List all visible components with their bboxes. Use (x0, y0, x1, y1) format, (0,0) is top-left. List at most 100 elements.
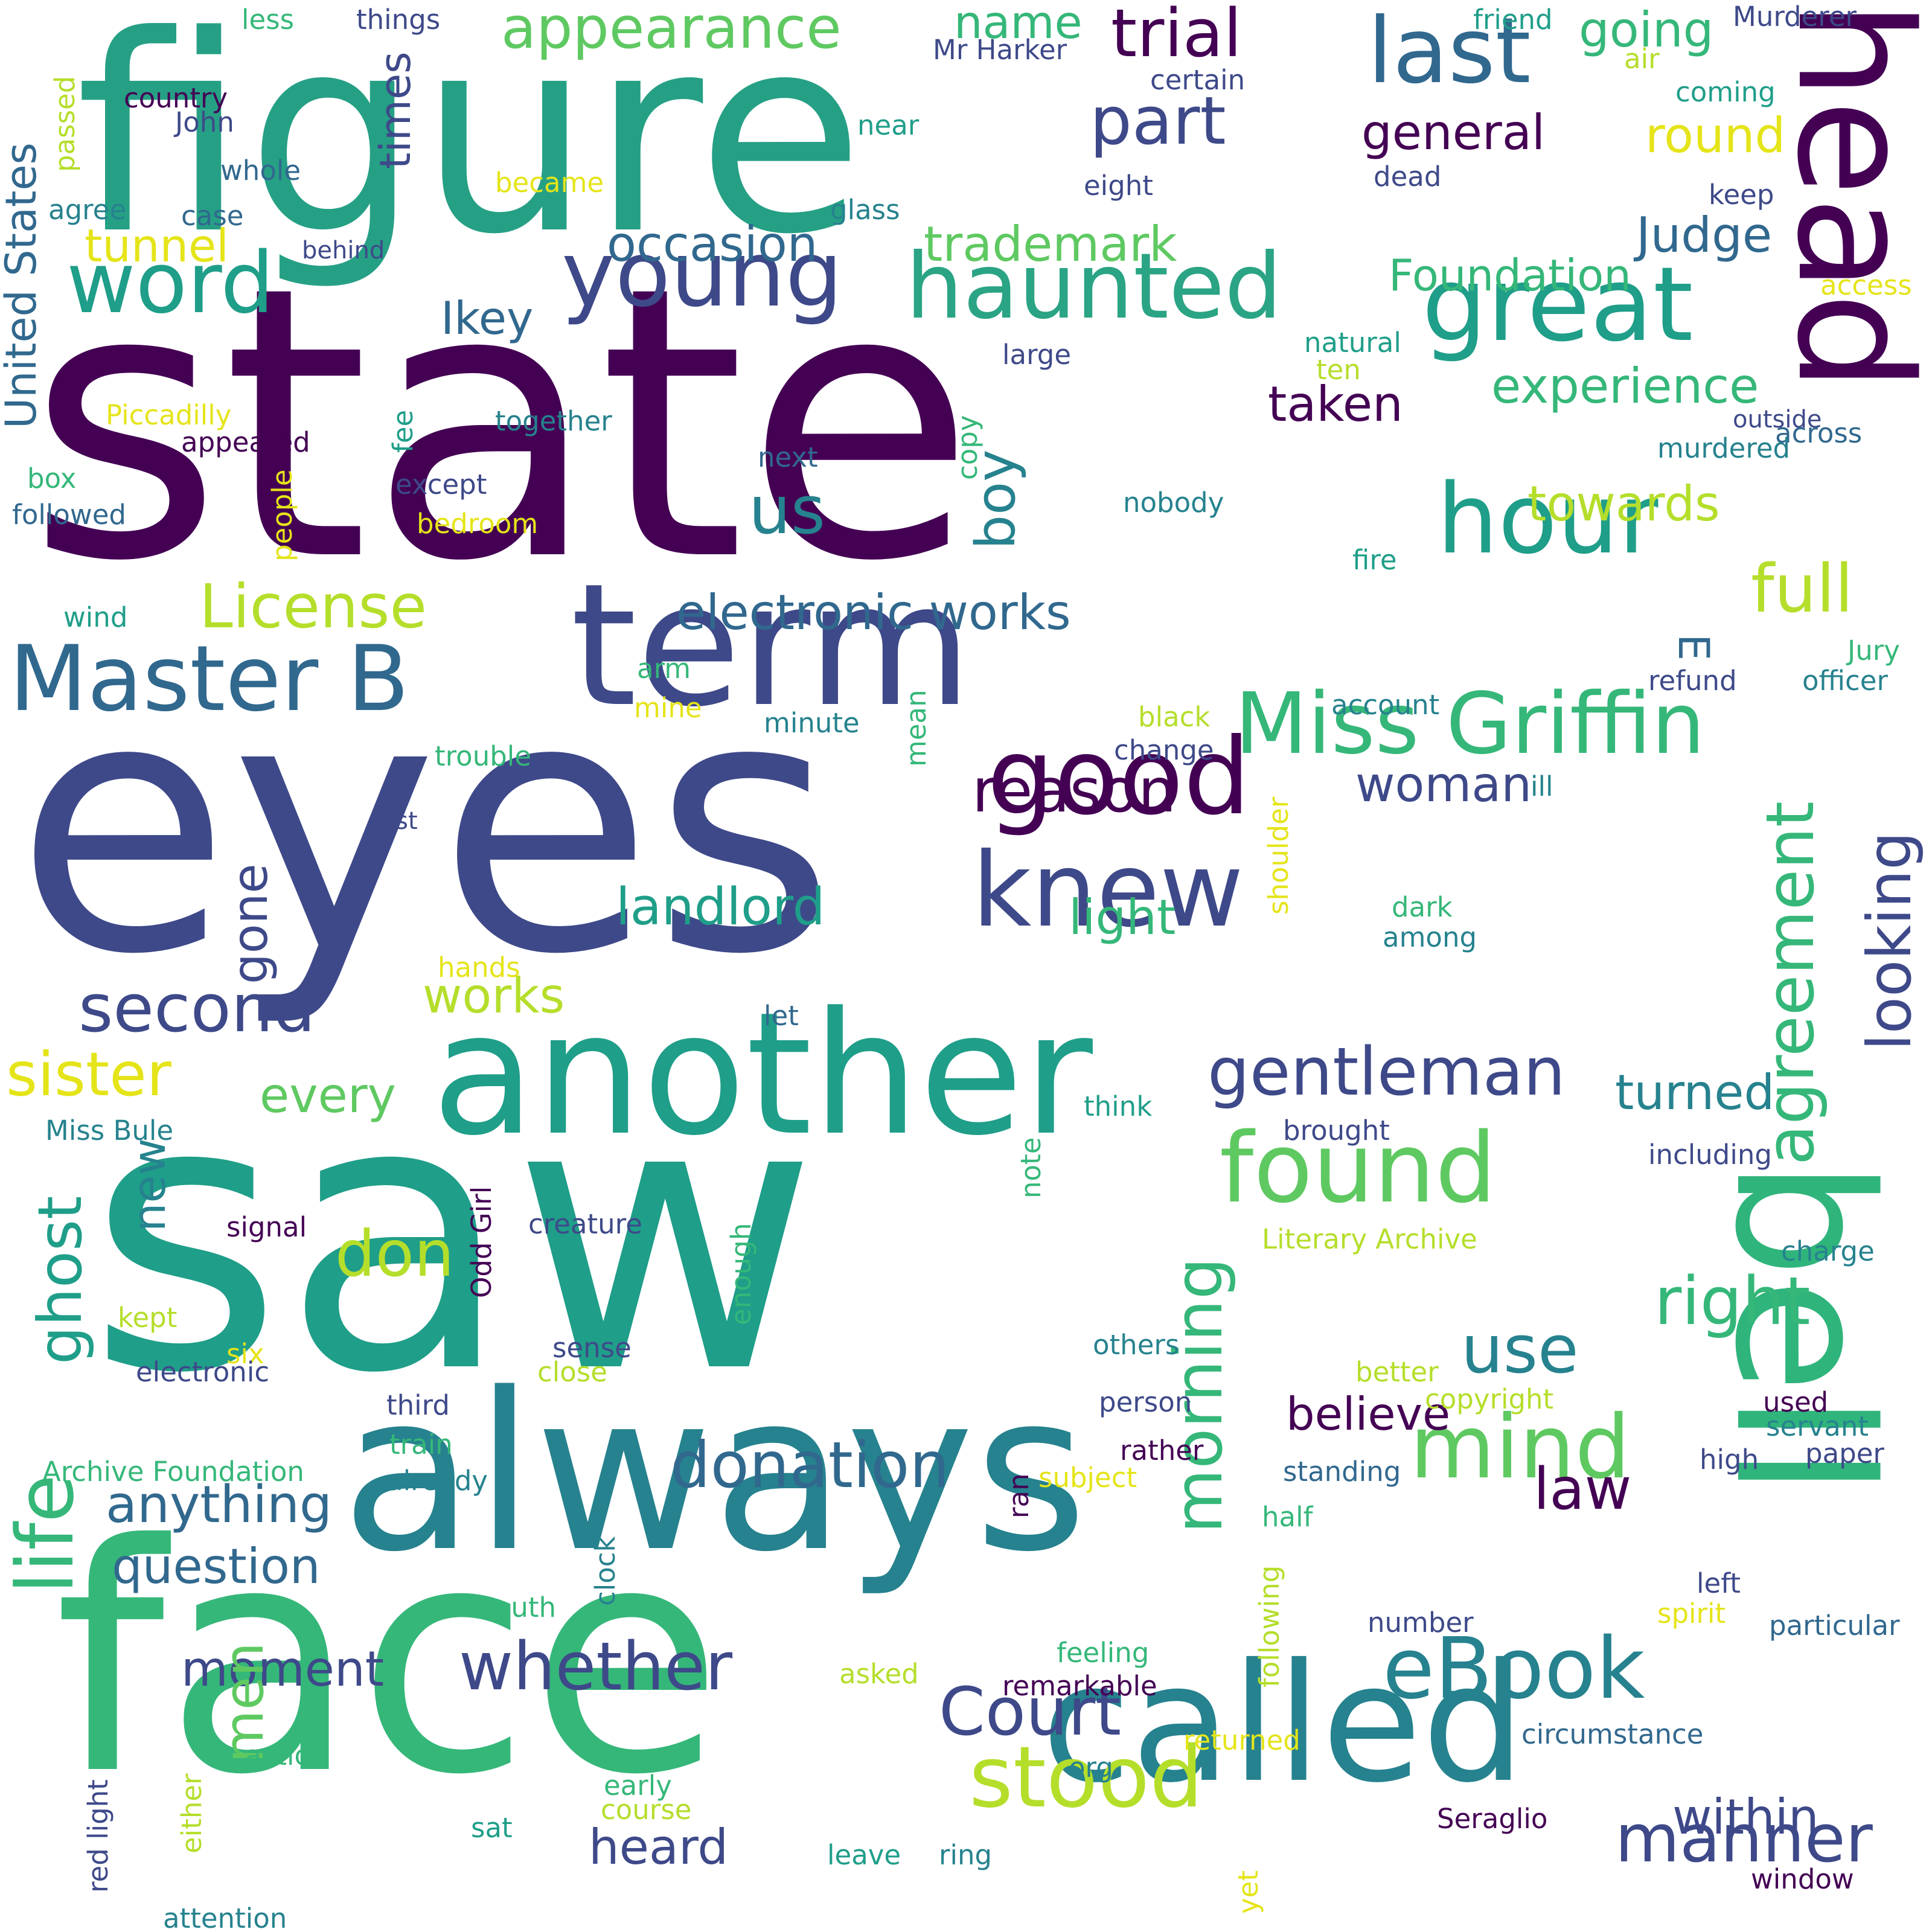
word-45: believe (1286, 1387, 1451, 1441)
word-140: black (1138, 701, 1211, 733)
word-53: works (423, 968, 565, 1024)
word-12: good (987, 716, 1251, 839)
word-52: light (1069, 889, 1176, 945)
word-168: person (1099, 1386, 1192, 1418)
word-164: better (1355, 1356, 1439, 1388)
word-25: donation (670, 1428, 950, 1502)
word-3: figure (75, 0, 865, 294)
word-61: round (1645, 107, 1786, 164)
word-92: following (1253, 1565, 1285, 1687)
word-13: hour (1437, 462, 1659, 575)
word-113: glass (830, 194, 900, 226)
word-160: others (1093, 1329, 1180, 1361)
word-51: turned (1615, 1064, 1775, 1121)
word-175: subject (1038, 1462, 1137, 1494)
word-153: including (1648, 1139, 1772, 1171)
word-39: law (1534, 1456, 1632, 1523)
word-87: note (1015, 1137, 1047, 1198)
word-100: Mr Harker (933, 34, 1067, 66)
word-27: gentleman (1208, 1033, 1566, 1110)
word-103: John (175, 106, 234, 138)
word-84: copy (952, 415, 984, 480)
word-149: let (764, 1000, 799, 1032)
word-198: attention (163, 1902, 287, 1932)
word-185: asked (839, 1658, 919, 1690)
word-167: third (386, 1389, 450, 1421)
word-155: creature (528, 1208, 642, 1240)
word-122: outside (1733, 406, 1822, 433)
word-71: looking (1854, 831, 1925, 1051)
word-136: refund (1648, 665, 1737, 697)
word-114: keep (1709, 179, 1774, 211)
word-174: Archive Foundation (42, 1456, 304, 1488)
word-99: Murderer (1733, 1, 1857, 33)
word-1: saw (88, 1020, 819, 1455)
word-112: case (181, 200, 244, 232)
word-94: red light (82, 1779, 114, 1893)
word-173: high (1700, 1444, 1759, 1476)
word-35: landlord (616, 877, 825, 937)
word-70: agreement (1751, 801, 1829, 1165)
word-106: near (857, 109, 920, 141)
word-125: murdered (1657, 432, 1791, 464)
word-16: young (561, 222, 843, 327)
word-66: name (954, 0, 1083, 49)
word-95: either (176, 1773, 208, 1854)
word-131: bedroom (417, 508, 539, 540)
word-86: shoulder (1262, 796, 1294, 915)
word-163: close (537, 1356, 607, 1388)
word-15: haunted (906, 234, 1282, 339)
word-179: left (1697, 1567, 1741, 1599)
word-109: became (495, 167, 604, 199)
word-154: signal (226, 1211, 307, 1243)
word-90: clock (589, 1536, 621, 1606)
word-116: access (1820, 269, 1912, 301)
word-46: anything (106, 1475, 332, 1535)
word-184: feeling (1057, 1637, 1150, 1669)
word-144: ill (1531, 770, 1553, 802)
word-74: ghost (25, 1195, 95, 1364)
word-89: enough (725, 1223, 757, 1325)
word-64: experience (1491, 358, 1759, 414)
word-123: across (1775, 417, 1863, 449)
word-34: License (199, 571, 427, 642)
word-58: trademark (924, 216, 1177, 272)
word-182: number (1367, 1607, 1474, 1639)
word-147: among (1383, 921, 1477, 953)
word-151: Miss Bule (45, 1115, 174, 1147)
word-36: reason (972, 755, 1177, 826)
word-23: stood (969, 1729, 1204, 1827)
word-157: charge (1781, 1235, 1875, 1267)
word-111: agree (48, 194, 127, 226)
word-188: returned (1183, 1724, 1300, 1756)
word-91: ran (1003, 1473, 1035, 1518)
word-30: Court (939, 1673, 1122, 1750)
word-139: account (1331, 689, 1440, 721)
word-47: question (112, 1538, 321, 1595)
word-117: natural (1304, 327, 1401, 359)
word-120: Piccadilly (106, 399, 232, 431)
word-42: towards (1527, 476, 1720, 532)
word-146: dark (1392, 891, 1453, 923)
word-171: rather (1120, 1435, 1204, 1467)
word-60: going (1579, 2, 1714, 58)
word-110: eight (1084, 170, 1153, 202)
word-24: eBook (1383, 1620, 1645, 1718)
word-180: mouth (468, 1591, 557, 1623)
word-48: moment (181, 1641, 385, 1697)
word-33: appearance (501, 0, 842, 62)
word-186: remarkable (1002, 1670, 1157, 1702)
word-162: electronic (136, 1356, 270, 1388)
word-7: term (571, 548, 972, 744)
word-197: window (1751, 1863, 1854, 1895)
word-83: fee (387, 409, 419, 453)
word-5: always (341, 1346, 1088, 1599)
word-81: passed (49, 75, 81, 172)
word-101: air (1624, 43, 1660, 75)
word-73: life (0, 1474, 91, 1594)
word-159: sense (552, 1332, 632, 1364)
word-141: minute (764, 707, 860, 739)
word-62: Judge (1636, 207, 1773, 263)
word-11: knew (972, 831, 1244, 950)
